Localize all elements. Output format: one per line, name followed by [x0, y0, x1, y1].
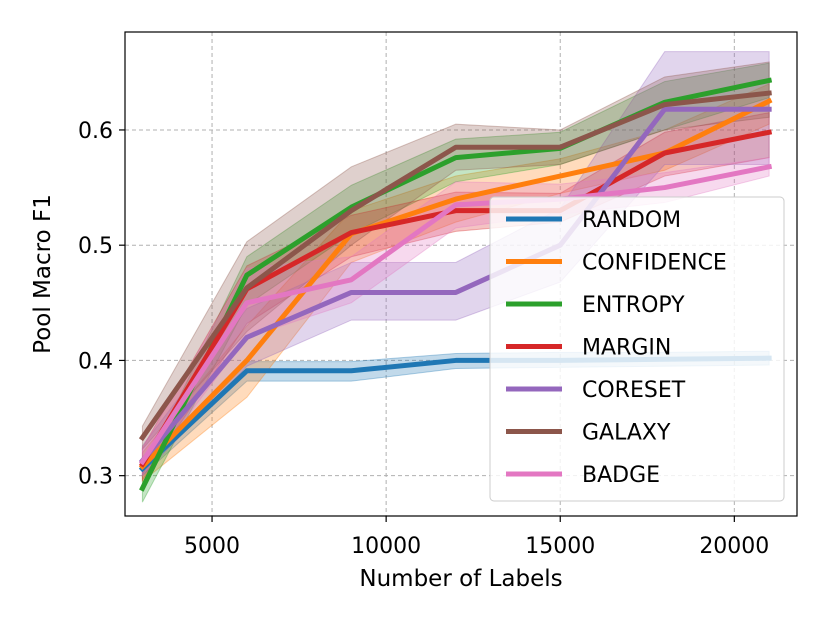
- legend-label-coreset: CORESET: [582, 378, 686, 403]
- y-tick-label: 0.4: [78, 349, 113, 374]
- x-axis-label: Number of Labels: [359, 566, 562, 592]
- legend-swatches: [506, 216, 562, 477]
- legend-label-entropy: ENTROPY: [582, 293, 685, 318]
- x-tick-label: 10000: [351, 534, 421, 559]
- x-tick-label: 5000: [184, 534, 240, 559]
- x-tick-label: 20000: [699, 534, 769, 559]
- legend-box: [489, 196, 785, 502]
- legend-label-random: RANDOM: [582, 208, 681, 233]
- series-line-badge: [138, 163, 773, 466]
- plot-frame: [124, 31, 798, 517]
- x-tick-label: 15000: [525, 534, 595, 559]
- legend-label-badge: BADGE: [582, 463, 660, 488]
- series-line-coreset: [138, 106, 772, 465]
- y-tick-label: 0.5: [78, 234, 113, 259]
- x-tick-labels: 5000 10000 15000 20000: [184, 534, 769, 559]
- y-axis-label: Pool Macro F1: [30, 194, 56, 354]
- y-tick-labels: 0.3 0.4 0.5 0.6: [78, 119, 113, 490]
- y-tick-label: 0.3: [78, 465, 113, 490]
- y-tick-label: 0.6: [78, 119, 113, 144]
- band-confidence: [141, 83, 770, 483]
- axis-ticks: [119, 129, 735, 522]
- legend-label-margin: MARGIN: [582, 336, 671, 361]
- series-lines: [138, 77, 773, 492]
- legend-label-galaxy: GALAXY: [582, 421, 671, 446]
- legend-label-confidence: CONFIDENCE: [582, 251, 727, 276]
- legend: RANDOM CONFIDENCE ENTROPY MARGIN CORESET…: [489, 196, 785, 502]
- band-badge: [141, 157, 770, 478]
- series-line-galaxy: [138, 90, 772, 442]
